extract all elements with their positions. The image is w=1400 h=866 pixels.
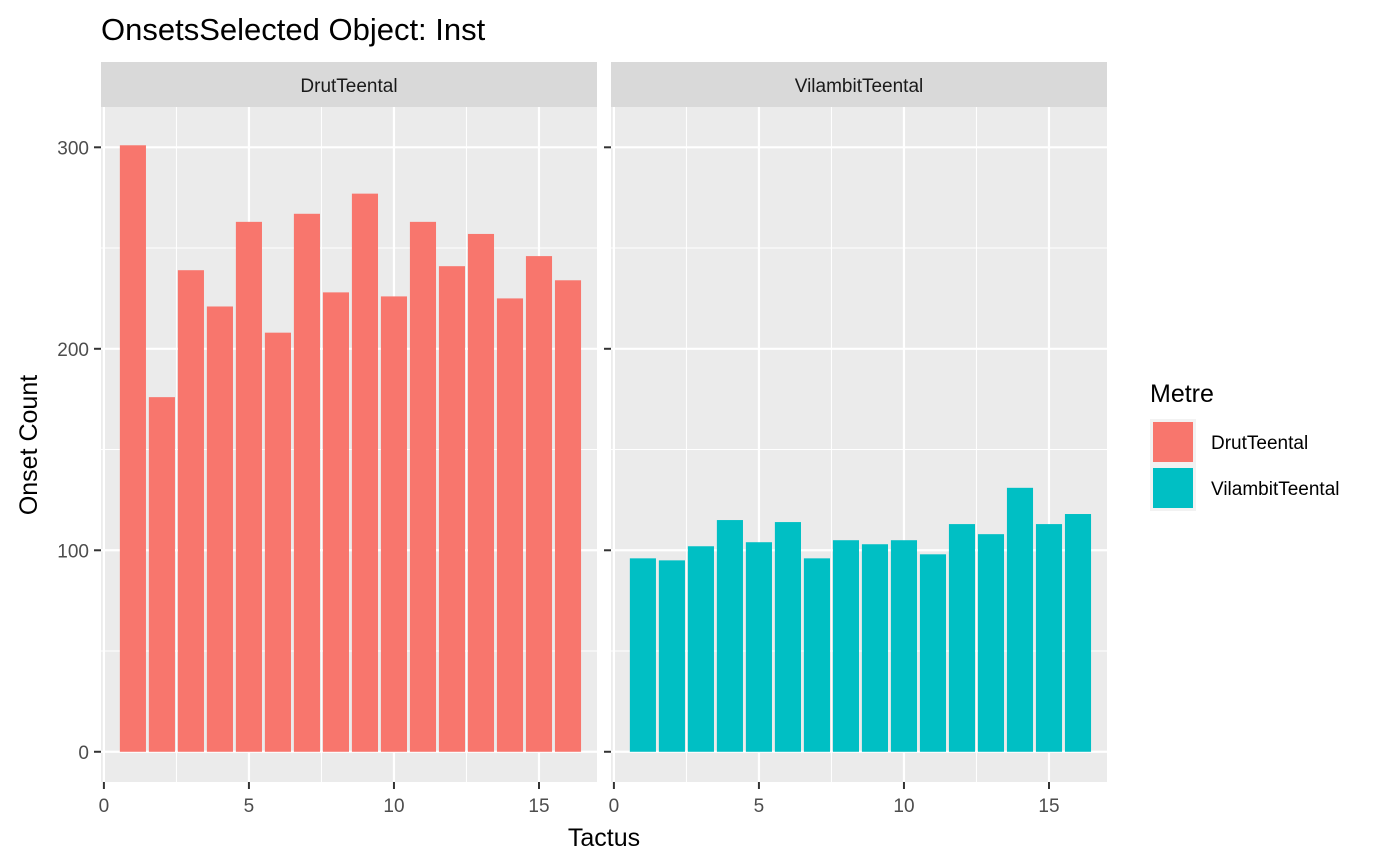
bar	[803, 558, 830, 752]
bar	[119, 145, 146, 752]
facet-panel-1: VilambitTeental 0 5 10 15	[604, 62, 1107, 817]
bar	[380, 296, 408, 752]
bar	[264, 332, 291, 752]
bar	[351, 193, 379, 752]
x-tick-label: 5	[754, 796, 765, 817]
y-tick-label: 0	[78, 743, 89, 764]
legend-swatch	[1153, 422, 1193, 462]
bar	[977, 534, 1005, 752]
x-tick-label: 10	[893, 796, 914, 817]
bar	[177, 270, 204, 752]
facet-strip-label: DrutTeental	[300, 76, 397, 97]
legend-swatch	[1153, 468, 1193, 508]
facet-strip	[611, 62, 1107, 107]
facet-panel-0: DrutTeental 0 5 10 15 0 100 200 300	[57, 62, 597, 817]
bar	[1035, 524, 1063, 752]
bar	[148, 397, 175, 752]
bar	[206, 306, 233, 752]
bar	[629, 558, 656, 752]
x-tick-label: 0	[99, 796, 110, 817]
bar	[919, 554, 947, 752]
x-tick-label: 5	[244, 796, 255, 817]
bar	[658, 560, 685, 752]
bar	[687, 546, 714, 752]
x-tick-label: 10	[383, 796, 404, 817]
bar	[948, 524, 976, 752]
bar	[1006, 487, 1034, 752]
x-tick-label: 0	[609, 796, 620, 817]
bar	[235, 221, 262, 752]
legend-keys: DrutTeental VilambitTeental	[1150, 419, 1340, 511]
y-axis-title: Onset Count	[15, 375, 43, 515]
bar	[774, 522, 801, 752]
bar	[293, 213, 320, 752]
y-tick-label: 300	[57, 138, 89, 159]
legend-title: Metre	[1150, 380, 1214, 408]
chart-title: OnsetsSelected Object: Inst	[101, 12, 486, 47]
bar	[1064, 514, 1092, 752]
bar	[496, 298, 524, 752]
bar	[832, 540, 859, 752]
y-tick-label: 200	[57, 340, 89, 361]
bar	[861, 544, 889, 752]
bar	[438, 266, 466, 752]
x-tick-label: 15	[1038, 796, 1059, 817]
bar	[467, 233, 495, 752]
bar	[890, 540, 918, 752]
x-tick-label: 15	[528, 796, 549, 817]
bar	[716, 520, 743, 752]
bar	[525, 256, 553, 752]
legend: Metre DrutTeental VilambitTeental	[1150, 380, 1340, 511]
bar	[554, 280, 582, 752]
y-tick-label: 100	[57, 541, 89, 562]
bar	[322, 292, 349, 752]
legend-label: VilambitTeental	[1211, 479, 1340, 500]
bar	[409, 221, 437, 752]
facet-strip	[101, 62, 597, 107]
facet-strip-label: VilambitTeental	[795, 76, 924, 97]
x-axis-title: Tactus	[568, 824, 640, 852]
legend-label: DrutTeental	[1211, 433, 1308, 454]
bar	[745, 542, 772, 752]
